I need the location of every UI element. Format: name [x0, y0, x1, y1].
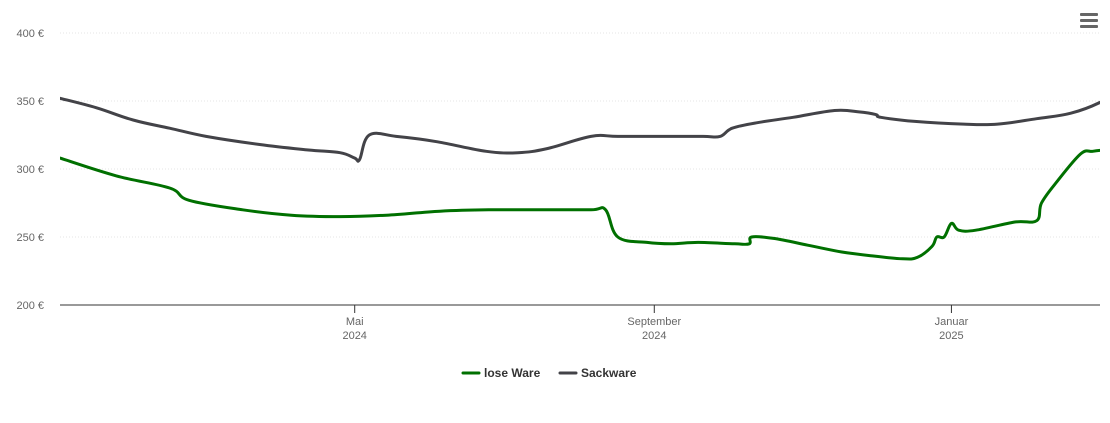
grid-lines — [60, 32, 1100, 238]
x-tick-month-label: September — [627, 316, 681, 328]
x-tick-year-label: 2024 — [342, 330, 366, 342]
y-tick-label: 250 € — [16, 232, 44, 244]
x-tick-month-label: Januar — [935, 316, 969, 328]
legend-label: Sackware — [581, 366, 637, 380]
menu-bar — [1080, 19, 1098, 22]
legend-item-lose-ware[interactable]: lose Ware — [461, 366, 541, 380]
y-tick-label: 350 € — [16, 96, 44, 108]
menu-bar — [1080, 25, 1098, 28]
legend[interactable]: lose Ware Sackware — [461, 366, 637, 380]
hamburger-menu-icon[interactable] — [1077, 10, 1101, 32]
x-axis-ticks: Mai 2024 September 2024 Januar 2025 — [342, 305, 969, 342]
y-tick-label: 200 € — [16, 300, 44, 312]
series-lines — [60, 76, 1110, 261]
x-tick-year-label: 2024 — [642, 330, 666, 342]
x-tick-year-label: 2025 — [939, 330, 963, 342]
series-line-lose-ware[interactable] — [60, 135, 1110, 261]
y-tick-label: 400 € — [16, 28, 44, 40]
y-tick-label: 300 € — [16, 164, 44, 176]
series-line-sackware[interactable] — [60, 76, 1110, 163]
menu-bar — [1080, 13, 1098, 16]
x-tick-month-label: Mai — [346, 316, 364, 328]
legend-label: lose Ware — [484, 366, 541, 380]
y-axis-ticks: 200 € 250 € 300 € 350 € 400 € — [16, 28, 44, 312]
legend-item-sackware[interactable]: Sackware — [558, 366, 637, 380]
